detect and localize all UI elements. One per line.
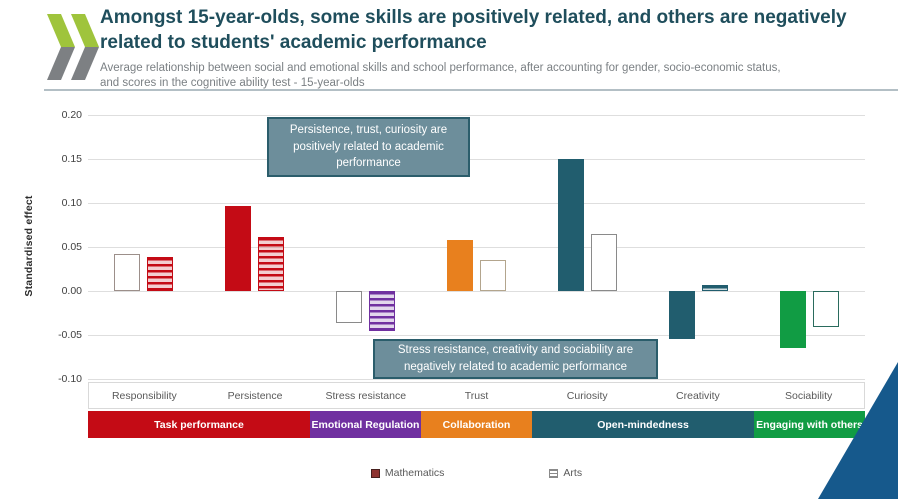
header-divider <box>44 89 898 91</box>
skill-group-band-collaboration: Collaboration <box>421 411 532 438</box>
skill-group-band-emotional-regulation: Emotional Regulation <box>310 411 421 438</box>
gridline-0.00 <box>88 291 865 292</box>
gridline-0.10 <box>88 203 865 204</box>
category-label-sociability: Sociability <box>785 389 833 402</box>
y-tick-label: -0.10 <box>58 373 82 385</box>
legend-marker-icon <box>549 468 559 478</box>
y-tick-label: 0.20 <box>61 109 82 121</box>
page-title: Amongst 15-year-olds, some skills are po… <box>100 7 847 54</box>
annotation-positive-text: Persistence, trust, curiosity are positi… <box>289 124 448 170</box>
legend-label: Mathematics <box>384 467 445 479</box>
y-tick-label: 0.00 <box>61 285 82 297</box>
bar-mathematics-curiosity <box>558 159 584 291</box>
y-tick-label: 0.15 <box>61 153 82 165</box>
skill-group-band-engaging-with-others: Engaging with others <box>754 411 865 438</box>
bar-mathematics-creativity <box>669 291 695 340</box>
bar-mathematics-trust <box>447 239 473 291</box>
legend: Mathematics Arts <box>88 463 865 483</box>
gridline--0.10 <box>88 379 865 380</box>
bar-arts-trust <box>480 260 506 291</box>
category-label-stress-resistance: Stress resistance <box>325 389 407 402</box>
bar-mathematics-sociability <box>780 291 806 349</box>
category-axis: Responsibility Persistence Stress resistan… <box>88 382 865 409</box>
bar-arts-sociability <box>813 291 839 328</box>
y-tick-label: -0.05 <box>58 329 82 341</box>
y-axis-title: Standardised effect <box>23 195 35 297</box>
category-label-responsibility: Responsibility <box>111 389 177 402</box>
y-tick-label: 0.10 <box>61 197 82 209</box>
gridline-0.05 <box>88 247 865 248</box>
legend-item-mathematics: Mathematics <box>370 467 445 479</box>
category-label-curiosity: Curiosity <box>566 389 608 402</box>
legend-item-arts: Arts <box>549 467 582 479</box>
category-label-creativity: Creativity <box>676 389 720 402</box>
bar-arts-curiosity <box>591 233 617 291</box>
annotation-negative-skills: Stress resistance, creativity and sociab… <box>373 339 658 379</box>
bar-mathematics-persistence <box>225 205 251 291</box>
gridline--0.05 <box>88 335 865 336</box>
bar-mathematics-stress-resistance <box>336 291 362 323</box>
skill-group-bands: Task performance Emotional Regulation Coll… <box>88 411 865 438</box>
bar-arts-responsibility <box>147 256 173 291</box>
annotation-negative-text: Stress resistance, creativity and sociab… <box>397 344 634 373</box>
category-label-trust: Trust <box>464 389 489 402</box>
legend-marker-icon <box>370 468 380 478</box>
legend-label: Arts <box>563 467 583 479</box>
gridline-0.15 <box>88 159 865 160</box>
bar-arts-creativity <box>702 284 728 291</box>
chevrons-logo-icon <box>44 8 102 86</box>
plot-area: 0.20 0.15 0.10 0.05 0.00 -0.05 -0.10 <box>58 109 865 385</box>
annotation-positive-skills: Persistence, trust, curiosity are positi… <box>267 117 470 177</box>
category-label-persistence: Persistence <box>227 389 283 402</box>
skill-group-band-open-mindedness: Open-mindedness <box>532 411 754 438</box>
page-subtitle: Average relationship between social and … <box>100 62 781 89</box>
gridline-0.20 <box>88 115 865 116</box>
bar-arts-persistence <box>258 237 284 291</box>
skill-group-band-task-performance: Task performance <box>88 411 310 438</box>
y-tick-label: 0.05 <box>61 241 82 253</box>
bar-arts-stress-resistance <box>369 291 395 332</box>
bar-mathematics-responsibility <box>114 254 140 291</box>
